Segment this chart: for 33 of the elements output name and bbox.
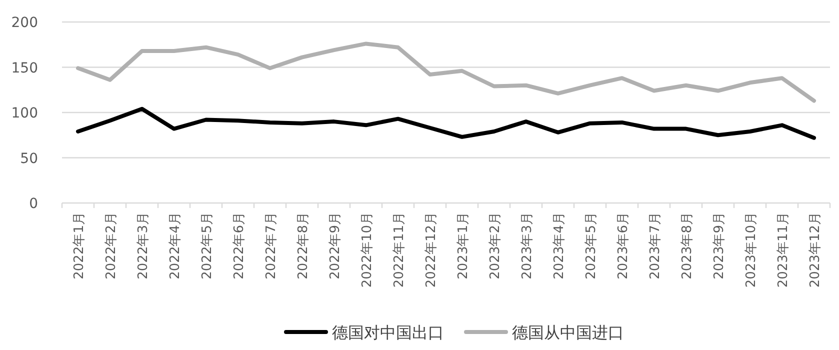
x-tick-label: 2022年8月 (296, 212, 311, 280)
y-tick-label: 100 (11, 106, 38, 122)
x-tick-label: 2022年11月 (392, 212, 407, 288)
x-tick-label: 2023年7月 (648, 212, 663, 280)
line-series (76, 106, 816, 140)
x-tick-label: 2022年5月 (200, 212, 215, 280)
x-tick-label: 2022年3月 (136, 212, 151, 280)
x-tick-label: 2022年2月 (104, 212, 119, 280)
y-tick-label: 0 (29, 196, 38, 212)
y-tick-label: 50 (20, 150, 38, 167)
x-tick-label: 2022年12月 (424, 212, 439, 288)
x-tick-label: 2023年5月 (584, 212, 599, 280)
x-tick-label: 2023年12月 (808, 212, 823, 288)
x-tick-label: 2023年2月 (488, 212, 503, 280)
legend-label: 德国从中国进口 (512, 323, 624, 342)
x-tick-label: 2023年4月 (552, 212, 567, 280)
x-tick-label: 2022年9月 (328, 212, 343, 280)
x-tick-label: 2022年10月 (360, 212, 375, 288)
x-tick-label: 2022年4月 (168, 212, 183, 280)
line-series (76, 42, 816, 103)
y-tick-label: 200 (11, 15, 38, 31)
x-tick-label: 2022年1月 (72, 212, 87, 280)
y-tick-label: 150 (11, 60, 38, 76)
x-tick-label: 2023年11月 (776, 212, 791, 288)
x-tick-label: 2023年10月 (744, 212, 759, 288)
x-tick-label: 2023年9月 (712, 212, 727, 280)
x-tick-label: 2023年6月 (616, 212, 631, 280)
x-tick-label: 2023年1月 (456, 212, 471, 280)
legend-label: 德国对中国出口 (332, 323, 444, 342)
x-tick-label: 2022年7月 (264, 212, 279, 280)
x-tick-label: 2023年8月 (680, 212, 695, 280)
x-tick-label: 2023年3月 (520, 212, 535, 280)
x-tick-label: 2022年6月 (232, 212, 247, 280)
